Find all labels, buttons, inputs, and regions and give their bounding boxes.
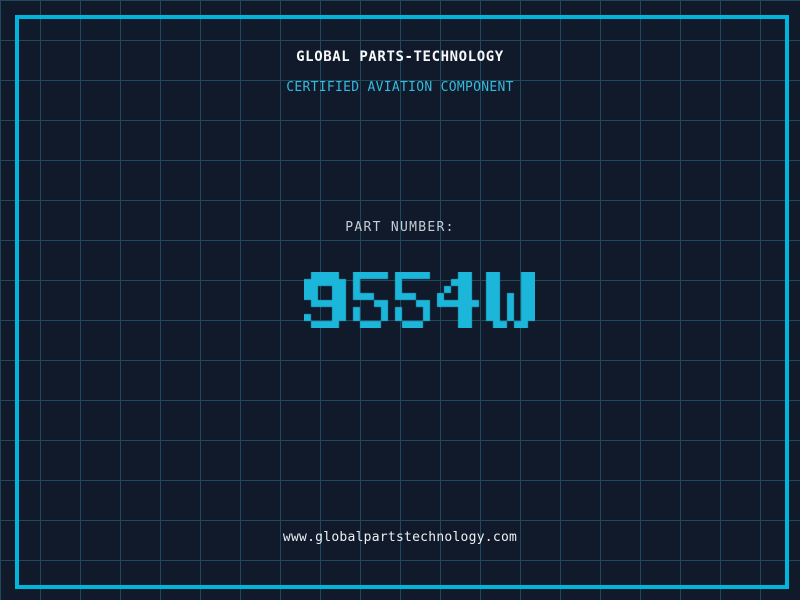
part-number-value bbox=[0, 272, 800, 328]
website-url: www.globalpartstechnology.com bbox=[282, 530, 518, 545]
certification-line: CERTIFIED AVIATION COMPONENT bbox=[286, 80, 514, 95]
frame-border bbox=[15, 15, 789, 589]
part-number-label: PART NUMBER: bbox=[345, 220, 455, 235]
company-name: GLOBAL PARTS-TECHNOLOGY bbox=[296, 49, 504, 65]
part-number-pixel-display bbox=[303, 272, 535, 328]
